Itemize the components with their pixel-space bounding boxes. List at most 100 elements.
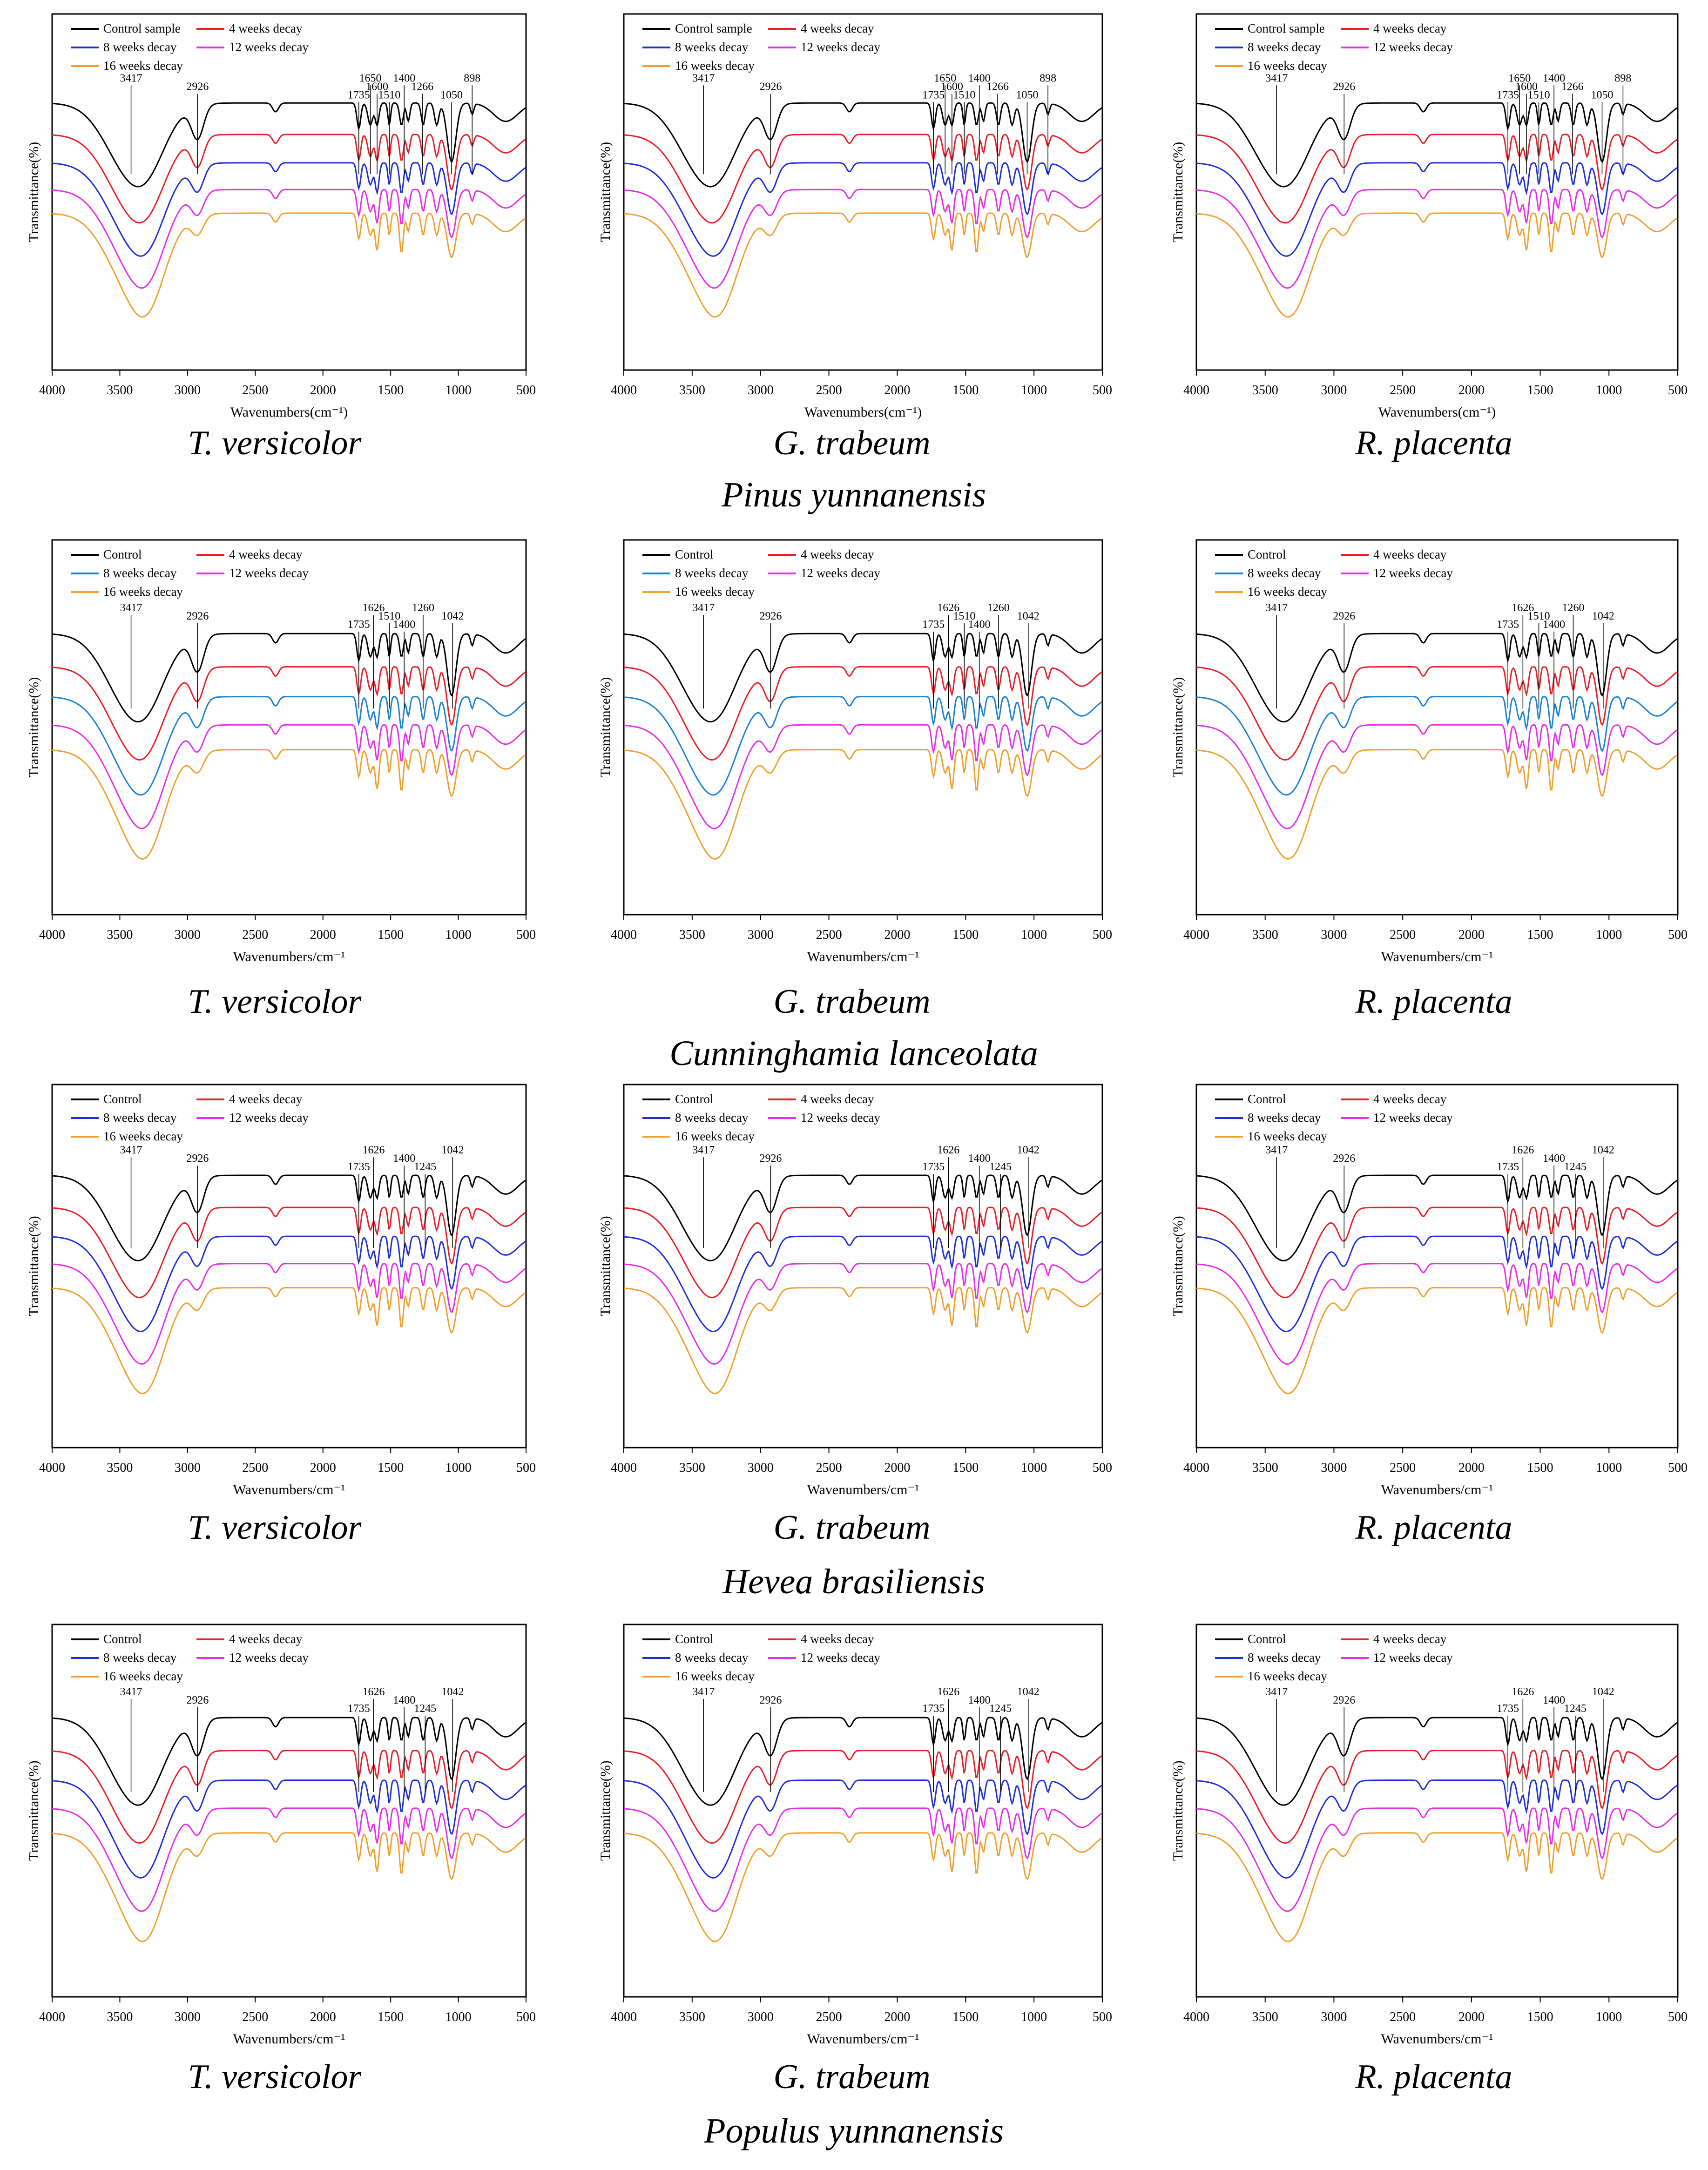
series-line [52,1174,526,1261]
x-axis-label: Wavenumbers/cm⁻¹ [807,1482,919,1497]
peak-label: 1245 [1564,1161,1586,1173]
series-line [52,666,526,761]
x-tick-label: 4000 [1183,1461,1209,1475]
peak-label: 1735 [922,1161,945,1173]
legend-label: 12 weeks decay [229,40,309,54]
x-tick-label: 4000 [611,928,637,942]
legend-label: 4 weeks decay [229,547,303,561]
panel-r0c2: 4000 3500 3000 2500 2000 1500 1000 500 Wavenumbe… [1170,13,1688,420]
x-tick-label: 1000 [1021,928,1047,942]
peak-label: 1400 [968,72,991,84]
x-tick-label: 2500 [242,928,268,942]
species-caption-pinus: Pinus yunnanensis [722,475,986,514]
x-tick-label: 2500 [816,383,842,398]
species-caption-cunninghamia: Cunninghamia lanceolata [669,1034,1038,1073]
peak-label: 1510 [378,610,400,622]
peak-label: 1245 [989,1161,1012,1173]
series-line [623,724,1102,829]
legend-label: 16 weeks decay [103,59,183,73]
peak-label: 2926 [186,1694,209,1706]
x-tick-label: 1000 [1021,2010,1047,2024]
peak-label: 1626 [937,1686,959,1698]
x-tick-label: 500 [516,1461,536,1475]
x-tick-label: 1500 [952,1461,979,1475]
x-tick-label: 2500 [816,928,842,942]
legend-label: 12 weeks decay [229,1111,309,1125]
x-tick-label: 3000 [748,2010,774,2024]
peak-label: 1266 [1561,81,1584,93]
plot-frame [51,13,527,371]
legend-label: Control [103,1632,142,1646]
peak-label: 1510 [1528,610,1550,622]
x-tick-label: 2000 [884,1461,910,1475]
panel-r3c1: 4000 3500 3000 2500 2000 1500 1000 500 Wavenumbe… [598,1624,1112,2047]
peak-label: 2926 [759,1152,782,1165]
peak-label: 1735 [348,1703,370,1715]
series-line [52,749,526,860]
legend-label: 8 weeks decay [103,1651,177,1665]
legend-label: Control sample [675,21,752,35]
legend-label: 12 weeks decay [229,566,309,580]
peak-label: 1626 [362,1686,385,1698]
peak-label: 1400 [968,1694,991,1706]
legend-label: 8 weeks decay [1248,40,1321,54]
legend-label: Control [1248,547,1286,561]
x-axis-label: Wavenumbers(cm⁻¹) [1378,404,1496,420]
x-tick-label: 500 [516,928,536,942]
plot-frame [1195,539,1679,916]
x-tick-label: 4000 [611,1461,637,1475]
x-tick-label: 1500 [952,928,979,942]
y-axis-label: Transmittance(%) [1170,1760,1186,1861]
legend-label: 8 weeks decay [103,1111,177,1125]
series-line [1196,696,1678,796]
x-tick-label: 4000 [611,2010,637,2024]
x-tick-label: 4000 [1183,2010,1209,2024]
y-axis-label: Transmittance(%) [598,1216,613,1316]
legend-label: 12 weeks decay [1373,1651,1453,1665]
x-tick-label: 1000 [1596,383,1622,398]
legend-label: 8 weeks decay [1248,566,1321,580]
legend-label: 8 weeks decay [675,566,749,580]
x-tick-label: 1000 [446,383,472,398]
y-axis-label: Transmittance(%) [26,1760,41,1861]
series-line [1196,1174,1678,1261]
panel-r2c2: 4000 3500 3000 2500 2000 1500 1000 500 Wavenumbe… [1170,1084,1688,1497]
panel-caption-r0c1: G. trabeum [773,424,931,462]
x-tick-label: 1500 [1527,1461,1553,1475]
x-tick-label: 3500 [107,928,133,942]
x-tick-label: 3000 [175,928,201,942]
legend-label: 16 weeks decay [675,585,755,599]
peak-label: 2926 [186,610,209,622]
legend-label: 8 weeks decay [675,1651,749,1665]
x-tick-label: 2000 [884,383,910,398]
x-tick-label: 4000 [1183,383,1209,398]
peak-label: 2926 [759,610,782,622]
peak-label: 1735 [1497,1703,1519,1715]
panel-caption-r1c1: G. trabeum [773,983,931,1021]
series-line [1196,1263,1678,1365]
x-tick-label: 3000 [1321,383,1347,398]
x-tick-label: 1500 [1527,2010,1553,2024]
y-axis-label: Transmittance(%) [598,142,613,243]
series-line [1196,189,1678,289]
legend-label: 4 weeks decay [801,21,874,35]
y-axis-label: Transmittance(%) [598,677,613,778]
series-line [1196,1807,1678,1912]
legend-label: 8 weeks decay [103,40,177,54]
x-tick-label: 1000 [1596,928,1622,942]
peak-label: 1245 [989,1703,1012,1715]
y-axis-label: Transmittance(%) [26,142,41,243]
legend-label: 16 weeks decay [103,585,183,599]
legend-label: Control [675,547,714,561]
x-tick-label: 3000 [175,2010,201,2024]
x-tick-label: 2000 [1458,2010,1485,2024]
x-tick-label: 2000 [1458,383,1485,398]
x-tick-label: 4000 [39,1461,65,1475]
series-line [1196,212,1678,318]
x-tick-label: 3000 [175,1461,201,1475]
peak-label: 3417 [1265,72,1288,84]
peak-label: 1260 [412,602,434,614]
legend-label: 12 weeks decay [229,1651,309,1665]
